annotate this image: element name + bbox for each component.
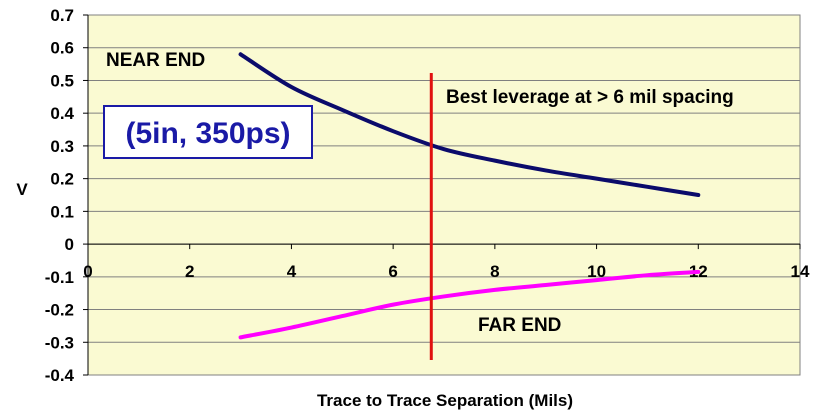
x-tick-label: 10 bbox=[587, 262, 606, 281]
y-tick-label: 0.4 bbox=[50, 104, 74, 123]
far-end-label: FAR END bbox=[478, 315, 561, 336]
y-tick-label: 0.5 bbox=[50, 71, 74, 90]
x-tick-label: 14 bbox=[791, 262, 810, 281]
condition-box bbox=[103, 105, 313, 159]
y-tick-label: -0.1 bbox=[45, 268, 74, 287]
series-group bbox=[238, 52, 701, 360]
near-end-label: NEAR END bbox=[106, 50, 205, 71]
x-tick-label: 4 bbox=[287, 262, 297, 281]
y-tick-label: 0.7 bbox=[50, 6, 74, 25]
y-axis-title: V bbox=[16, 180, 28, 199]
y-tick-label: -0.4 bbox=[45, 366, 75, 385]
x-tick-label: 8 bbox=[490, 262, 499, 281]
y-tick-label: 0.2 bbox=[50, 170, 74, 189]
y-tick-label: -0.2 bbox=[45, 301, 74, 320]
plot-area bbox=[87, 14, 801, 376]
y-tick-label: -0.3 bbox=[45, 333, 74, 352]
x-tick-label: 6 bbox=[388, 262, 397, 281]
gridlines bbox=[88, 47, 800, 343]
x-axis-title: Trace to Trace Separation (Mils) bbox=[317, 391, 573, 410]
x-tick-label: 2 bbox=[185, 262, 194, 281]
y-tick-label: 0.3 bbox=[50, 137, 74, 156]
y-axis: -0.4 -0.3 -0.2 -0.1 0 0.1 0.2 0.3 0.4 0.5 0.6 0.7 bbox=[45, 6, 89, 385]
y-tick-label: 0.6 bbox=[50, 39, 74, 58]
y-tick-label: 0.1 bbox=[50, 202, 74, 221]
leverage-annotation: Best leverage at > 6 mil spacing bbox=[446, 87, 734, 108]
y-tick-label: 0 bbox=[65, 235, 74, 254]
series-line-near-end bbox=[238, 52, 701, 197]
condition-box-label: (5in, 350ps) bbox=[125, 117, 290, 150]
series-line-far-end bbox=[238, 269, 701, 340]
